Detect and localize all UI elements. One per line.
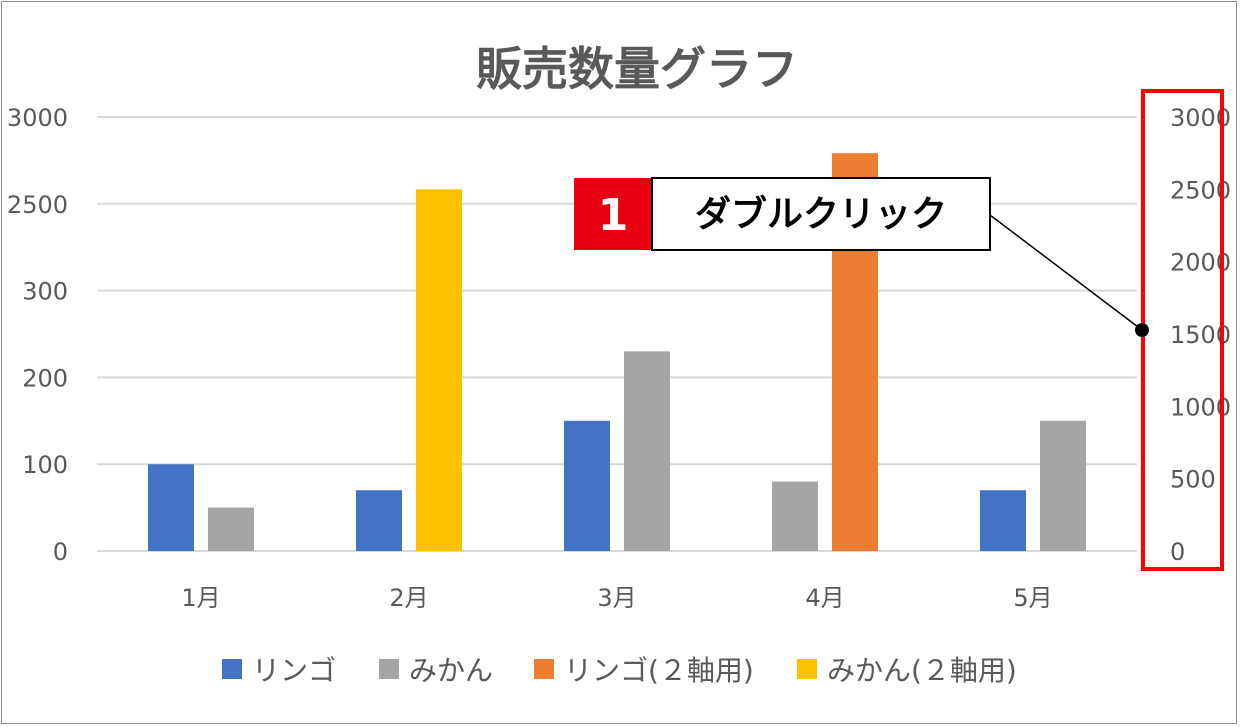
bar-series-0[interactable]	[356, 490, 402, 551]
legend-swatch	[534, 659, 554, 679]
legend-label: リンゴ	[252, 654, 336, 687]
primary-axis-tick-label: 200	[22, 364, 68, 392]
bar-series-0[interactable]	[148, 464, 194, 551]
primary-axis-tick-label: 300	[22, 278, 68, 306]
category-label: 2月	[389, 584, 428, 612]
bar-secondary-series-3[interactable]	[416, 189, 462, 552]
primary-axis-tick-label: 100	[22, 451, 68, 479]
legend-swatch	[222, 659, 242, 679]
callout-leader-line	[989, 214, 1143, 331]
bar-series-1[interactable]	[208, 507, 254, 551]
primary-axis-tick-label: 3000	[7, 104, 68, 132]
chart-title: 販売数量グラフ	[476, 42, 798, 96]
step-badge	[574, 178, 652, 250]
bar-series-1[interactable]	[772, 481, 818, 551]
legend-label: みかん	[409, 654, 493, 687]
category-label: 1月	[181, 584, 220, 612]
category-axis: 1月 2月 3月 4月 5月	[181, 584, 1052, 612]
category-label: 5月	[1013, 584, 1052, 612]
legend-label: みかん(２軸用)	[827, 654, 1017, 687]
secondary-axis-tick-label: 500	[1170, 466, 1216, 494]
callout-box	[651, 177, 991, 251]
callout-target-dot	[1135, 323, 1149, 337]
primary-axis-tick-label: 2500	[7, 191, 68, 219]
primary-axis[interactable]: 0 100 200 300 2500 3000	[7, 104, 68, 566]
bar-series-1[interactable]	[624, 351, 670, 551]
callout-text: ダブルクリック	[695, 193, 947, 235]
category-label: 3月	[597, 584, 636, 612]
legend-label: リンゴ(２軸用)	[564, 654, 754, 687]
bar-series-1[interactable]	[1040, 420, 1086, 551]
legend-swatch	[797, 659, 817, 679]
legend[interactable]: リンゴ みかん リンゴ(２軸用) みかん(２軸用)	[222, 654, 1017, 687]
bar-series-0[interactable]	[564, 420, 610, 551]
step-number: 1	[598, 190, 629, 241]
secondary-axis-tick-label: 0	[1170, 538, 1185, 566]
legend-swatch	[379, 659, 399, 679]
category-label: 4月	[805, 584, 844, 612]
primary-axis-tick-label: 0	[53, 538, 68, 566]
bar-series-0[interactable]	[980, 490, 1026, 551]
